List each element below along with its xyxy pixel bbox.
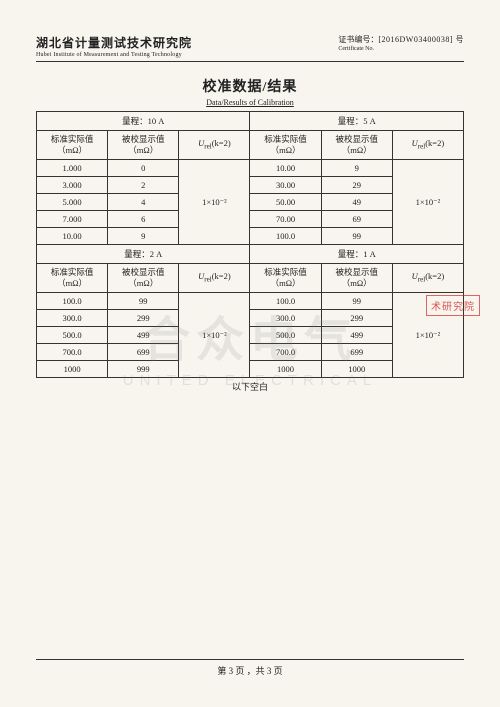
cell-disp: 999 [108,361,179,378]
cell-std: 100.0 [250,228,321,245]
cell-disp: 99 [321,293,392,310]
cell-disp: 299 [321,310,392,327]
blank-below: 以下空白 [36,380,464,393]
cell-std: 3.000 [37,177,108,194]
cell-std: 1000 [250,361,321,378]
cell-disp: 69 [321,211,392,228]
header-right: 证书编号：[2016DW03400038] 号 Certificate No. [338,34,464,52]
cell-std: 700.0 [37,344,108,361]
cell-std: 700.0 [250,344,321,361]
cell-disp: 6 [108,211,179,228]
cell-std: 1000 [37,361,108,378]
cell-std: 500.0 [250,327,321,344]
stamp: 术研究院 [426,295,480,316]
col-header-std: 标准实际值（mΩ） [37,264,108,293]
cell-disp: 499 [108,327,179,344]
footer-rule [36,659,464,660]
header-left: 湖北省计量测试技术研究院 Hubei Institute of Measurem… [36,34,192,58]
cell-std: 7.000 [37,211,108,228]
cell-std: 50.00 [250,194,321,211]
page-footer: 第 3 页 ，共 3 页 [0,659,500,677]
cell-disp: 9 [108,228,179,245]
cell-std: 5.000 [37,194,108,211]
col-header-disp: 被校显示值（mΩ） [321,131,392,160]
cert-line: 证书编号：[2016DW03400038] 号 [338,34,464,45]
cell-std: 100.0 [250,293,321,310]
cell-disp: 299 [108,310,179,327]
org-name-en: Hubei Institute of Measurement and Testi… [36,52,192,58]
cell-std: 1.000 [37,160,108,177]
col-header-disp: 被校显示值（mΩ） [108,264,179,293]
col-header-std: 标准实际值（mΩ） [37,131,108,160]
cell-disp: 699 [108,344,179,361]
header-rule-1 [36,61,464,62]
cell-disp: 29 [321,177,392,194]
cell-std: 30.00 [250,177,321,194]
col-header-urel: Urel(k=2) [179,264,250,293]
cell-disp: 499 [321,327,392,344]
cell-std: 70.00 [250,211,321,228]
cell-std: 300.0 [250,310,321,327]
title-en: Data/Results of Calibration [36,98,464,107]
cert-no-sub: Certificate No. [338,46,464,52]
col-header-urel: Urel(k=2) [392,131,463,160]
col-header-urel: Urel(k=2) [392,264,463,293]
cell-disp: 4 [108,194,179,211]
title-cn: 校准数据/结果 [36,76,464,96]
col-header-urel: Urel(k=2) [179,131,250,160]
cell-urel: 1×10⁻² [179,293,250,378]
range-header: 量程：1 A [250,245,464,264]
page-header: 湖北省计量测试技术研究院 Hubei Institute of Measurem… [36,34,464,58]
calibration-table: 量程：10 A量程：5 A标准实际值（mΩ）被校显示值（mΩ）Urel(k=2)… [36,111,464,378]
cert-no: [2016DW03400038] 号 [378,35,464,44]
cell-disp: 0 [108,160,179,177]
cell-disp: 9 [321,160,392,177]
footer-text: 第 3 页 ，共 3 页 [217,666,282,676]
cell-std: 100.0 [37,293,108,310]
cell-std: 10.00 [250,160,321,177]
col-header-disp: 被校显示值（mΩ） [321,264,392,293]
org-name-cn: 湖北省计量测试技术研究院 [36,34,192,51]
cell-std: 10.00 [37,228,108,245]
col-header-disp: 被校显示值（mΩ） [108,131,179,160]
cell-std: 500.0 [37,327,108,344]
cell-urel: 1×10⁻² [392,160,463,245]
cell-disp: 49 [321,194,392,211]
cell-urel: 1×10⁻² [179,160,250,245]
cert-label: 证书编号： [338,35,378,44]
cell-disp: 99 [108,293,179,310]
cell-std: 300.0 [37,310,108,327]
range-header: 量程：5 A [250,112,464,131]
col-header-std: 标准实际值（mΩ） [250,131,321,160]
range-header: 量程：10 A [37,112,250,131]
col-header-std: 标准实际值（mΩ） [250,264,321,293]
cell-disp: 99 [321,228,392,245]
cell-disp: 699 [321,344,392,361]
cell-disp: 1000 [321,361,392,378]
range-header: 量程：2 A [37,245,250,264]
cell-disp: 2 [108,177,179,194]
